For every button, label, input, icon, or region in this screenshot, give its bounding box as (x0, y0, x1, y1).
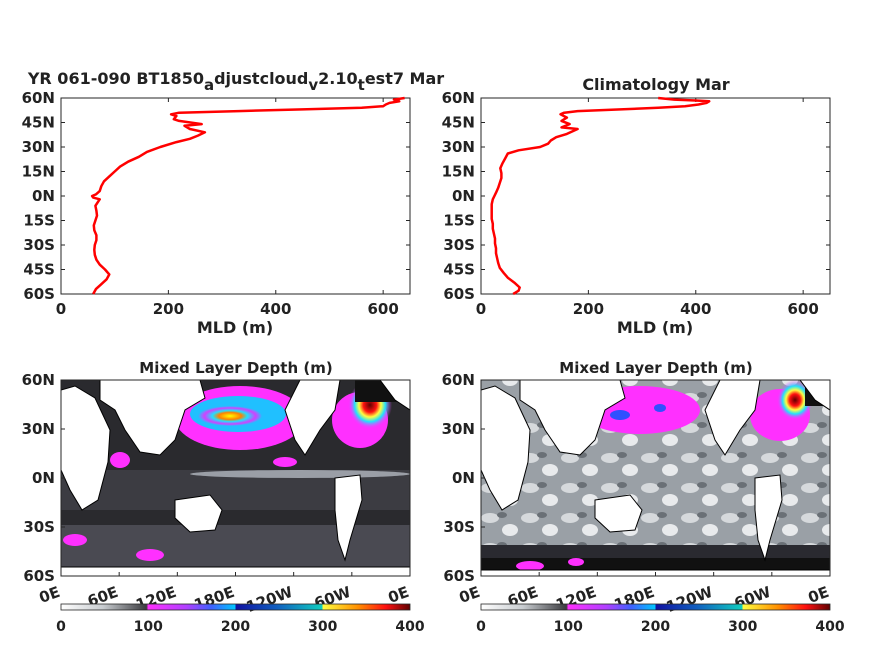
p1-ytick-label: 0N (32, 187, 55, 205)
p1-xtick-label: 0 (56, 300, 66, 318)
p1-ytick-label: 30N (22, 138, 55, 156)
p1-ytick-label: 60S (23, 285, 55, 303)
p2-ytick-label: 15N (442, 163, 475, 181)
panel-1-title-part-3: v (308, 76, 318, 94)
p4-xtick-label: 0E (457, 583, 483, 607)
p4-ytick-label: 60S (443, 567, 475, 585)
panel-3-map: Mixed Layer Depth (m) (22, 359, 425, 635)
panel-3-title: Mixed Layer Depth (m) (139, 359, 332, 377)
panel-4-colorbar (480, 603, 831, 611)
panel-2-xlabel: MLD (m) (617, 318, 693, 337)
p2-ytick-label: 0N (452, 187, 475, 205)
p2-xtick-label: 600 (787, 300, 818, 318)
panel-4-map: Mixed Layer Depth (m) 60N 30N 0N 30S (442, 359, 845, 635)
p1-ytick-label: 60N (22, 89, 55, 107)
p4-xtick-label: 120W (664, 583, 716, 616)
p3-colorbar-tick-label: 400 (395, 619, 424, 635)
panel-1-title-part-4: 2.10 (318, 69, 357, 88)
p4-ytick-label: 0N (452, 469, 475, 487)
panel-3-colorbar (60, 603, 411, 611)
p1-ytick-label: 45N (22, 114, 55, 132)
p1-xtick-label: 400 (260, 300, 291, 318)
p3-colorbar-tick-label: 300 (308, 619, 337, 635)
p2-ytick-label: 45S (443, 261, 475, 279)
panel-2-axes-box (480, 97, 831, 295)
p3-xtick-label: 0E (386, 583, 412, 607)
p4-colorbar-tick-label: 0 (476, 619, 486, 635)
p1-xtick-label: 200 (153, 300, 184, 318)
p4-colorbar-tick-label: 200 (641, 619, 670, 635)
p2-series-line (490, 96, 711, 296)
p3-ytick-label: 60N (22, 371, 55, 389)
p4-colorbar-tick-label: 100 (554, 619, 583, 635)
panel-1-title-part-1: a (204, 76, 214, 94)
p1-ytick-label: 30S (23, 236, 55, 254)
p1-ytick-label: 15S (23, 212, 55, 230)
panel-1-title-part-5: t (358, 76, 365, 94)
p4-colorbar-tick-label: 300 (728, 619, 757, 635)
panel-1-title-part-6: est7 Mar (365, 69, 444, 88)
panel-1-axes-box (60, 97, 411, 295)
p2-ytick-label: 60N (442, 89, 475, 107)
p2-ytick-label: 60S (443, 285, 475, 303)
p1-ytick-label: 45S (23, 261, 55, 279)
p2-ytick-label: 45N (442, 114, 475, 132)
p3-colorbar-tick-label: 0 (56, 619, 66, 635)
p1-xtick-label: 600 (367, 300, 398, 318)
p2-xtick-label: 200 (573, 300, 604, 318)
p4-ytick-label: 30S (443, 518, 475, 536)
p1-series-line (90, 96, 405, 295)
panel-1-line-plot: YR 061-090 BT1850adjustcloudv2.10test7 M… (22, 69, 445, 337)
p3-ytick-label: 30S (23, 518, 55, 536)
panel-2-line-plot: Climatology Mar 0 200 400 600 60N 45N 30N 15N 0N… (442, 75, 831, 337)
p4-xtick-label: 0E (806, 583, 832, 607)
p4-colorbar-tick-label: 400 (815, 619, 844, 635)
p2-xtick-label: 400 (680, 300, 711, 318)
p2-ytick-label: 30S (443, 236, 475, 254)
panel-2-title: Climatology Mar (582, 75, 729, 94)
panel-1-title: YR 061-090 BT1850adjustcloudv2.10test7 M… (27, 69, 444, 94)
p4-ytick-label: 60N (442, 371, 475, 389)
p3-colorbar-tick-label: 100 (134, 619, 163, 635)
panel-4-title: Mixed Layer Depth (m) (559, 359, 752, 377)
panel-1-xlabel: MLD (m) (197, 318, 273, 337)
p2-ytick-label: 30N (442, 138, 475, 156)
p2-ytick-label: 15S (443, 212, 475, 230)
p1-ytick-label: 15N (22, 163, 55, 181)
p3-ytick-label: 30N (22, 420, 55, 438)
p3-xtick-label: 0E (37, 583, 63, 607)
panel-1-title-part-2: djustcloud (214, 69, 308, 88)
p3-ytick-label: 0N (32, 469, 55, 487)
panel-3-continents (61, 380, 410, 576)
p3-colorbar-tick-label: 200 (221, 619, 250, 635)
p3-ytick-label: 60S (23, 567, 55, 585)
p2-xtick-label: 0 (476, 300, 486, 318)
panel-4-continents (481, 380, 830, 576)
p3-xtick-label: 120W (244, 583, 296, 616)
p4-ytick-label: 30N (442, 420, 475, 438)
panel-1-title-part-0: YR 061-090 BT1850 (27, 69, 204, 88)
